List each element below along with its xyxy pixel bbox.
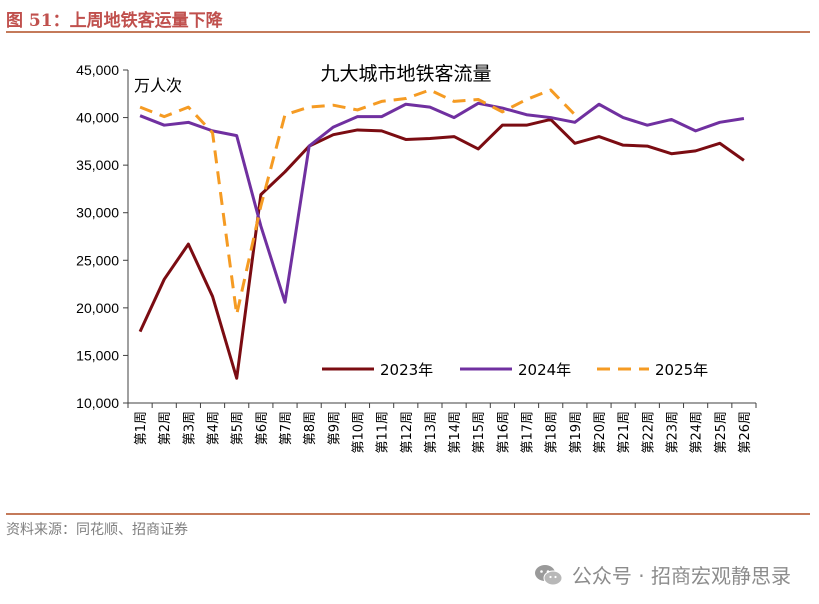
legend-label: 2024年 <box>518 361 571 379</box>
x-tick-label: 第1周 <box>134 411 149 445</box>
y-tick-label: 10,000 <box>76 395 119 411</box>
x-tick-label: 第3周 <box>182 411 197 445</box>
y-axis-ticks: 10,000 15,000 20,000 25,000 30,000 35,000 40,0… <box>76 62 128 411</box>
x-tick-label: 第13周 <box>424 411 439 454</box>
x-tick-label: 第21周 <box>617 411 632 454</box>
y-tick-label: 45,000 <box>76 62 119 78</box>
top-divider <box>6 31 810 33</box>
y-tick-label: 25,000 <box>76 252 119 268</box>
y-axis-unit-label: 万人次 <box>134 76 182 95</box>
x-tick-label: 第17周 <box>521 411 536 454</box>
x-tick-label: 第8周 <box>303 411 318 445</box>
x-tick-label: 第24周 <box>690 411 705 454</box>
x-tick-label: 第23周 <box>665 411 680 454</box>
y-tick-label: 35,000 <box>76 157 119 173</box>
y-tick-label: 40,000 <box>76 110 119 126</box>
x-tick-label: 第9周 <box>327 411 342 445</box>
x-tick-label: 第14周 <box>448 411 463 454</box>
chart-title: 九大城市地铁客流量 <box>320 63 491 85</box>
y-tick-label: 20,000 <box>76 300 119 316</box>
x-tick-label: 第11周 <box>376 411 391 454</box>
bottom-divider <box>6 513 810 515</box>
x-tick-label: 第19周 <box>569 411 584 454</box>
legend-label: 2025年 <box>655 361 708 379</box>
watermark: 公众号 · 招商宏观静思录 <box>534 560 791 589</box>
x-tick-label: 第22周 <box>641 411 656 454</box>
x-tick-label: 第18周 <box>545 411 560 454</box>
x-axis-ticks: 第1周 第2周 第3周 第4周 第5周 第6周 第7周 第8周 第9周 第10周 第11周 第12周第… <box>127 403 757 454</box>
x-tick-label: 第6周 <box>255 411 270 445</box>
x-tick-label: 第26周 <box>738 411 753 454</box>
y-tick-label: 15,000 <box>76 347 119 363</box>
series-line-2025年 <box>139 88 576 317</box>
x-tick-label: 第7周 <box>279 411 294 445</box>
source-note: 资料来源：同花顺、招商证券 <box>6 522 188 538</box>
x-tick-label: 第20周 <box>593 411 608 454</box>
wechat-icon <box>534 564 563 585</box>
x-tick-label: 第25周 <box>714 411 729 454</box>
x-tick-label: 第4周 <box>207 411 222 445</box>
series-lines <box>138 88 745 380</box>
x-tick-label: 第2周 <box>158 411 173 445</box>
legend: 2023年 2024年 2025年 <box>322 361 708 379</box>
watermark-text: 公众号 · 招商宏观静思录 <box>571 564 791 588</box>
x-tick-label: 第5周 <box>231 411 246 445</box>
series-line-2024年 <box>139 101 745 304</box>
figure-title: 图 51：上周地铁客运量下降 <box>6 11 223 31</box>
x-tick-label: 第12周 <box>400 411 415 454</box>
series-line-2023年 <box>138 117 745 380</box>
legend-label: 2023年 <box>380 361 433 379</box>
x-tick-label: 第10周 <box>351 411 366 454</box>
y-tick-label: 30,000 <box>76 205 119 221</box>
x-tick-label: 第15周 <box>472 411 487 454</box>
x-tick-label: 第16周 <box>496 411 511 454</box>
